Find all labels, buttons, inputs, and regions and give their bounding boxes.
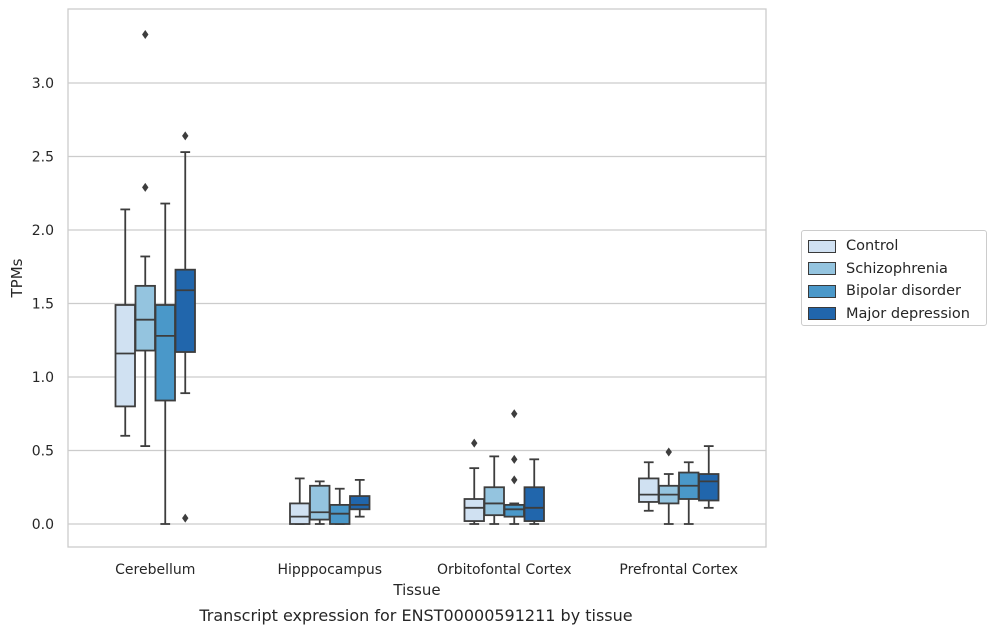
box-group [658, 447, 680, 525]
x-axis-label: Tissue [392, 581, 440, 599]
legend-label-major-depression: Major depression [846, 305, 970, 322]
x-tick-labels: Cerebellum Hipppocampus Orbitofontal Corte… [115, 562, 738, 578]
gridlines [68, 82, 766, 525]
box-group [309, 480, 331, 525]
chart-caption: Transcript expression for ENST0000059121… [199, 606, 633, 625]
box-group [523, 458, 545, 525]
legend-label-control: Control [846, 238, 899, 255]
box-group [463, 438, 485, 525]
box [463, 498, 485, 522]
y-axis-label: TPMs [8, 258, 26, 298]
box [309, 484, 331, 521]
legend-swatch-bipolar [808, 284, 836, 298]
y-tick-label: 2.0 [32, 223, 54, 239]
box-group [174, 131, 196, 523]
legend-item-control: Control [808, 235, 986, 258]
y-tick-label: 1.5 [32, 297, 54, 313]
box-group [134, 29, 156, 447]
box [698, 473, 720, 502]
x-tick-label: Orbitofontal Cortex [437, 562, 572, 578]
legend-item-bipolar: Bipolar disorder [808, 280, 986, 303]
outlier-point [142, 29, 149, 39]
box [134, 284, 156, 352]
box-group [349, 478, 371, 518]
box-group [503, 409, 525, 525]
y-tick-label: 0.5 [32, 444, 54, 460]
legend-swatch-major-depression [808, 307, 836, 321]
box [289, 502, 311, 525]
legend: Control Schizophrenia Bipolar disorder M… [801, 230, 987, 326]
outlier-point [182, 513, 189, 523]
legend-item-major-depression: Major depression [808, 303, 986, 326]
box-group [329, 487, 351, 525]
y-tick-labels: 0.0 0.5 1.0 1.5 2.0 2.5 3.0 [32, 76, 54, 533]
x-tick-label: Prefrontal Cortex [619, 562, 738, 578]
legend-swatch-schizophrenia [808, 262, 836, 276]
legend-label-schizophrenia: Schizophrenia [846, 260, 948, 277]
box [503, 503, 525, 518]
y-tick-label: 1.0 [32, 370, 54, 386]
boxes [114, 29, 720, 525]
box [174, 268, 196, 353]
box [523, 486, 545, 522]
legend-label-bipolar: Bipolar disorder [846, 283, 961, 300]
outlier-point [511, 409, 518, 419]
box [114, 304, 136, 408]
box-group [114, 208, 136, 437]
box-group [678, 461, 700, 525]
box-group [483, 455, 505, 525]
legend-item-schizophrenia: Schizophrenia [808, 258, 986, 281]
box-group [698, 445, 720, 509]
outlier-point [511, 454, 518, 464]
y-tick-label: 2.5 [32, 150, 54, 166]
box-group [154, 202, 176, 525]
legend-swatch-control [808, 239, 836, 253]
box-group [289, 477, 311, 525]
box [154, 304, 176, 402]
box-group [638, 461, 660, 512]
outlier-point [142, 182, 149, 192]
outlier-point [182, 131, 189, 141]
x-tick-label: Cerebellum [115, 562, 195, 578]
box [349, 495, 371, 511]
outlier-point [665, 447, 672, 457]
plot-frame [67, 8, 767, 548]
outlier-point [511, 475, 518, 485]
y-tick-label: 0.0 [32, 517, 54, 533]
box [483, 486, 505, 517]
y-tick-label: 3.0 [32, 76, 54, 92]
x-tick-label: Hipppocampus [277, 562, 382, 578]
box [638, 477, 660, 503]
outlier-point [471, 438, 478, 448]
